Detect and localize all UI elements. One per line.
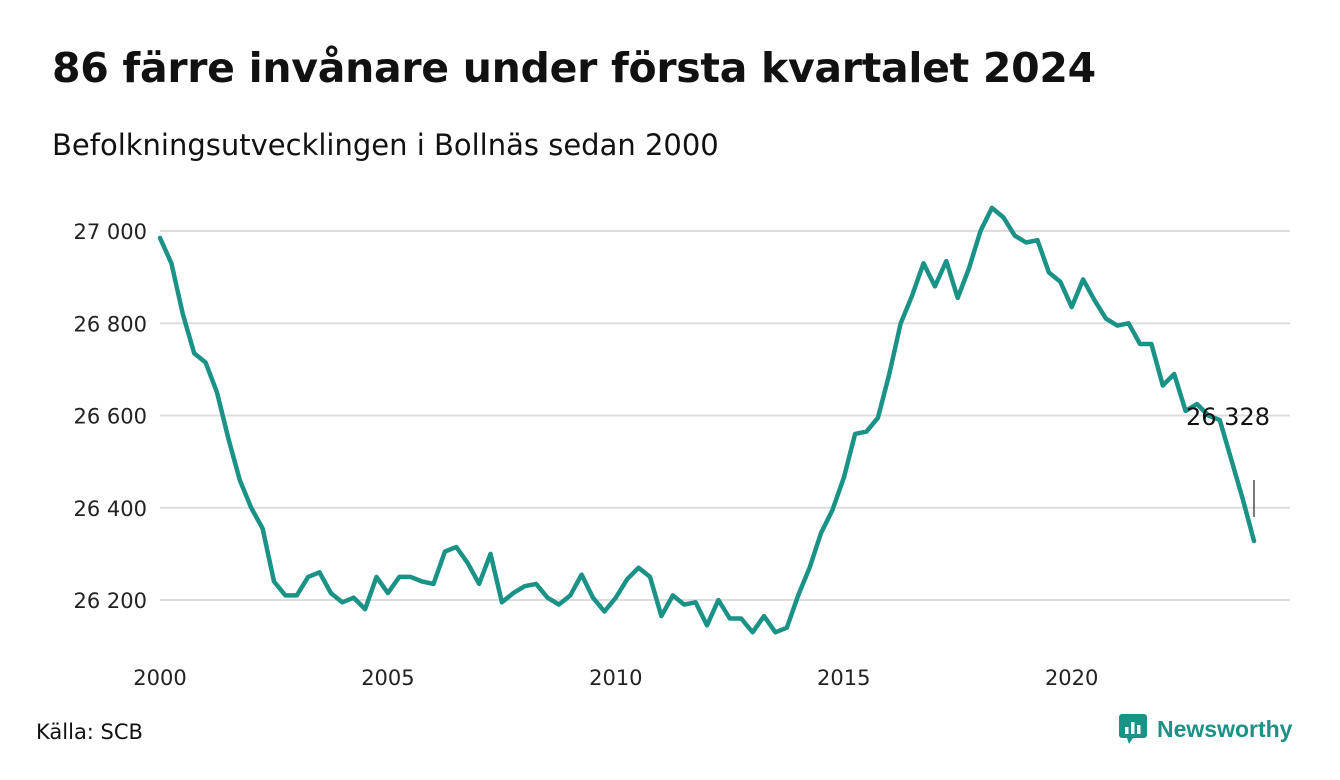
chart-subtitle: Befolkningsutvecklingen i Bollnäs sedan … (52, 128, 719, 162)
y-tick-label: 26 600 (74, 405, 147, 429)
x-tick-label: 2000 (133, 666, 186, 690)
brand-name: Newsworthy (1157, 715, 1293, 742)
annotation-label: 26 328 (1186, 403, 1270, 431)
annotation-layer: 26 328 (1186, 403, 1270, 517)
y-tick-label: 26 800 (74, 312, 147, 336)
series-layer (157, 205, 1257, 635)
grid-lines (160, 230, 1290, 601)
x-tick-label: 2015 (817, 666, 870, 690)
brand-logo[interactable]: Newsworthy (1118, 713, 1292, 745)
y-tick-label: 26 400 (74, 497, 147, 521)
y-axis-tick-labels: 26 200 26 400 26 600 26 800 27 000 (74, 220, 147, 613)
x-tick-label: 2010 (589, 666, 642, 690)
x-tick-label: 2005 (361, 666, 414, 690)
y-tick-label: 27 000 (74, 220, 147, 244)
newsworthy-logo-icon (1119, 714, 1147, 744)
y-tick-label: 26 200 (74, 589, 147, 613)
series-line (157, 205, 1257, 635)
chart-title: 86 färre invånare under första kvartalet… (52, 44, 1096, 92)
source-note: Källa: SCB (36, 720, 143, 744)
x-axis-tick-labels: 2000 2005 2010 2015 2020 (133, 666, 1098, 690)
x-tick-label: 2020 (1045, 666, 1098, 690)
